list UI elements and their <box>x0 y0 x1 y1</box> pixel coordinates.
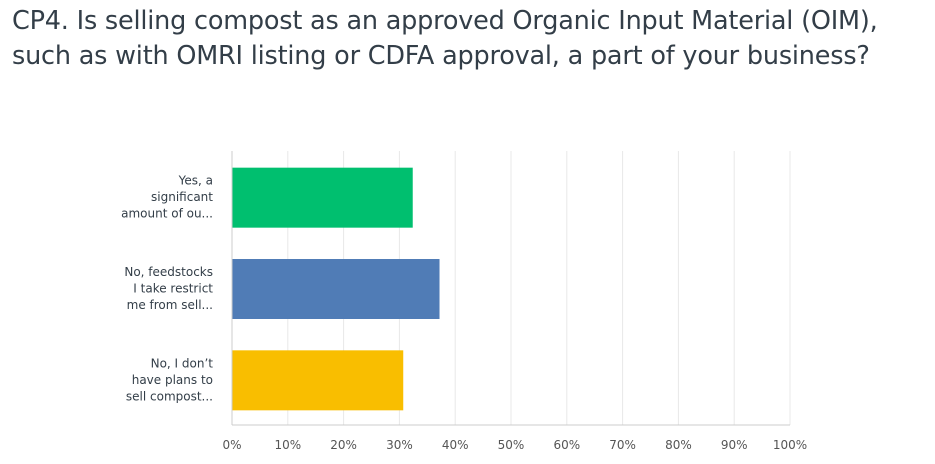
x-tick-label: 0% <box>222 438 241 452</box>
chart-title: CP4. Is selling compost as an approved O… <box>12 6 878 71</box>
category-label: Yes, a significant amount of ou... <box>121 174 213 221</box>
category-label-line: No, feedstocks <box>124 265 213 279</box>
x-tick-label: 70% <box>609 438 636 452</box>
category-label-line: significant <box>151 190 213 204</box>
bar <box>232 259 440 319</box>
category-label-line: amount of ou... <box>121 207 213 221</box>
x-tick-label: 50% <box>498 438 525 452</box>
category-label: No, feedstocks I take restrict me from sel… <box>124 265 213 312</box>
x-tick-label: 10% <box>274 438 301 452</box>
x-tick-label: 20% <box>330 438 357 452</box>
x-tick-label: 100% <box>773 438 807 452</box>
x-tick-label: 30% <box>386 438 413 452</box>
category-label-line: Yes, a <box>178 174 213 188</box>
category-label-line: have plans to <box>132 373 213 387</box>
bar <box>232 167 413 228</box>
bar <box>232 350 404 411</box>
category-label-line: me from sell... <box>127 298 213 312</box>
x-tick-label: 40% <box>442 438 469 452</box>
x-tick-label: 90% <box>721 438 748 452</box>
category-label-line: I take restrict <box>133 282 213 296</box>
category-label-line: No, I don’t <box>151 356 214 370</box>
category-label-line: sell compost... <box>126 389 213 403</box>
x-tick-label: 60% <box>553 438 580 452</box>
x-tick-label: 80% <box>665 438 692 452</box>
category-label: No, I don’t have plans to sell compost... <box>126 356 213 403</box>
